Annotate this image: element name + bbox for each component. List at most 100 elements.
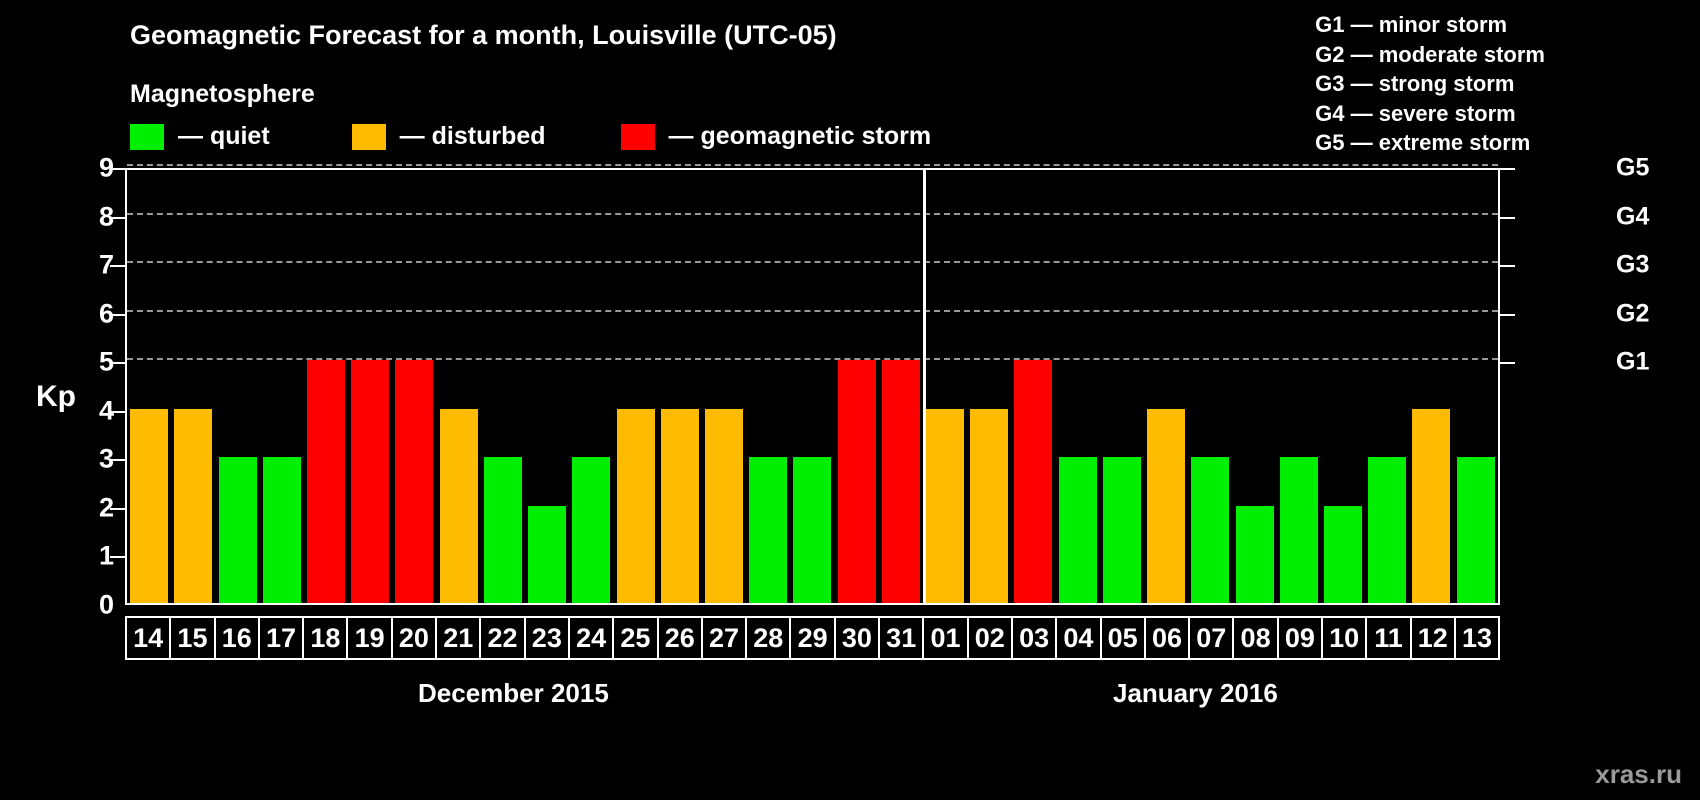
bar-cell[interactable] xyxy=(923,170,967,603)
day-label-13[interactable]: 13 xyxy=(1462,622,1493,653)
bar-january-01[interactable] xyxy=(926,408,965,603)
y-tick-label: 1 xyxy=(98,540,114,571)
day-label-07[interactable]: 07 xyxy=(1190,618,1235,658)
day-label-03[interactable]: 03 xyxy=(1013,618,1058,658)
y-tick-label: 7 xyxy=(98,249,114,280)
day-label-26[interactable]: 26 xyxy=(659,618,703,658)
bar-january-12[interactable] xyxy=(1412,408,1451,603)
bar-january-09[interactable] xyxy=(1279,457,1318,603)
day-label-22[interactable]: 22 xyxy=(481,618,526,658)
bar-december-20[interactable] xyxy=(395,360,434,603)
day-label-05[interactable]: 05 xyxy=(1102,618,1146,658)
bar-december-17[interactable] xyxy=(262,457,301,603)
day-label-17[interactable]: 17 xyxy=(260,618,305,658)
day-label-02[interactable]: 02 xyxy=(969,618,1013,658)
bar-january-11[interactable] xyxy=(1368,457,1407,603)
bar-january-04[interactable] xyxy=(1058,457,1097,603)
bar-cell[interactable] xyxy=(1321,170,1365,603)
bar-cell[interactable] xyxy=(127,170,171,603)
day-label-18[interactable]: 18 xyxy=(304,618,349,658)
bar-cell[interactable] xyxy=(1011,170,1055,603)
day-label-09[interactable]: 09 xyxy=(1279,618,1324,658)
bar-december-24[interactable] xyxy=(572,457,611,603)
bar-december-27[interactable] xyxy=(704,408,743,603)
bar-december-30[interactable] xyxy=(837,360,876,603)
bar-cell[interactable] xyxy=(1056,170,1100,603)
bar-cell[interactable] xyxy=(1188,170,1232,603)
bar-january-08[interactable] xyxy=(1235,505,1274,603)
day-label-30[interactable]: 30 xyxy=(836,618,881,658)
day-label-12[interactable]: 12 xyxy=(1412,618,1456,658)
day-label-10[interactable]: 10 xyxy=(1323,618,1368,658)
bar-cell[interactable] xyxy=(1409,170,1453,603)
y-tick-label: 0 xyxy=(98,589,114,620)
bar-december-28[interactable] xyxy=(749,457,788,603)
bar-cell[interactable] xyxy=(702,170,746,603)
day-label-21[interactable]: 21 xyxy=(437,618,482,658)
bar-december-15[interactable] xyxy=(174,408,213,603)
bar-cell[interactable] xyxy=(790,170,834,603)
bar-cell[interactable] xyxy=(171,170,215,603)
legend-label-disturbed: — disturbed xyxy=(399,122,546,150)
bar-january-10[interactable] xyxy=(1324,505,1363,603)
day-label-01[interactable]: 01 xyxy=(924,618,969,658)
bar-december-14[interactable] xyxy=(130,408,169,603)
bar-december-31[interactable] xyxy=(881,360,920,603)
bar-cell[interactable] xyxy=(1277,170,1321,603)
day-label-29[interactable]: 29 xyxy=(791,618,836,658)
bar-december-26[interactable] xyxy=(660,408,699,603)
bar-cell[interactable] xyxy=(835,170,879,603)
bar-december-21[interactable] xyxy=(439,408,478,603)
day-label-16[interactable]: 16 xyxy=(216,618,260,658)
bar-january-06[interactable] xyxy=(1147,408,1186,603)
page-title: Geomagnetic Forecast for a month, Louisv… xyxy=(130,20,837,50)
day-label-06[interactable]: 06 xyxy=(1146,618,1191,658)
bar-cell[interactable] xyxy=(1232,170,1276,603)
bar-cell[interactable] xyxy=(1454,170,1498,603)
bar-cell[interactable] xyxy=(437,170,481,603)
day-label-19[interactable]: 19 xyxy=(348,618,393,658)
day-label-20[interactable]: 20 xyxy=(393,618,438,658)
bar-january-03[interactable] xyxy=(1014,360,1053,603)
bar-december-22[interactable] xyxy=(483,457,522,603)
bar-cell[interactable] xyxy=(215,170,259,603)
bar-cell[interactable] xyxy=(879,170,923,603)
bar-december-16[interactable] xyxy=(218,457,257,603)
bar-january-05[interactable] xyxy=(1102,457,1141,603)
bar-cell[interactable] xyxy=(1100,170,1144,603)
bar-cell[interactable] xyxy=(304,170,348,603)
day-label-23[interactable]: 23 xyxy=(526,618,570,658)
bar-cell[interactable] xyxy=(613,170,657,603)
day-label-27[interactable]: 27 xyxy=(703,618,748,658)
day-label-14[interactable]: 14 xyxy=(127,618,172,658)
bar-december-18[interactable] xyxy=(306,360,345,603)
bar-cell[interactable] xyxy=(392,170,436,603)
day-label-15[interactable]: 15 xyxy=(171,618,216,658)
bar-cell[interactable] xyxy=(569,170,613,603)
bar-cell[interactable] xyxy=(746,170,790,603)
g-tick-label: G3 xyxy=(1616,250,1650,279)
bar-cell[interactable] xyxy=(1365,170,1409,603)
bar-cell[interactable] xyxy=(260,170,304,603)
bar-december-29[interactable] xyxy=(793,457,832,603)
bar-december-19[interactable] xyxy=(351,360,390,603)
bar-cell[interactable] xyxy=(1144,170,1188,603)
bar-december-25[interactable] xyxy=(616,408,655,603)
bar-cell[interactable] xyxy=(481,170,525,603)
bar-january-13[interactable] xyxy=(1456,457,1495,603)
legend-item-disturbed: — disturbed xyxy=(351,122,546,151)
bar-cell[interactable] xyxy=(525,170,569,603)
day-label-11[interactable]: 11 xyxy=(1367,618,1412,658)
day-label-31[interactable]: 31 xyxy=(880,618,925,658)
bar-cell[interactable] xyxy=(658,170,702,603)
bar-january-07[interactable] xyxy=(1191,457,1230,603)
day-label-28[interactable]: 28 xyxy=(747,618,792,658)
day-label-25[interactable]: 25 xyxy=(614,618,659,658)
day-label-24[interactable]: 24 xyxy=(570,618,615,658)
bar-cell[interactable] xyxy=(967,170,1011,603)
bar-cell[interactable] xyxy=(348,170,392,603)
day-label-04[interactable]: 04 xyxy=(1057,618,1102,658)
bar-january-02[interactable] xyxy=(970,408,1009,603)
bar-december-23[interactable] xyxy=(528,505,567,603)
day-label-08[interactable]: 08 xyxy=(1234,618,1279,658)
